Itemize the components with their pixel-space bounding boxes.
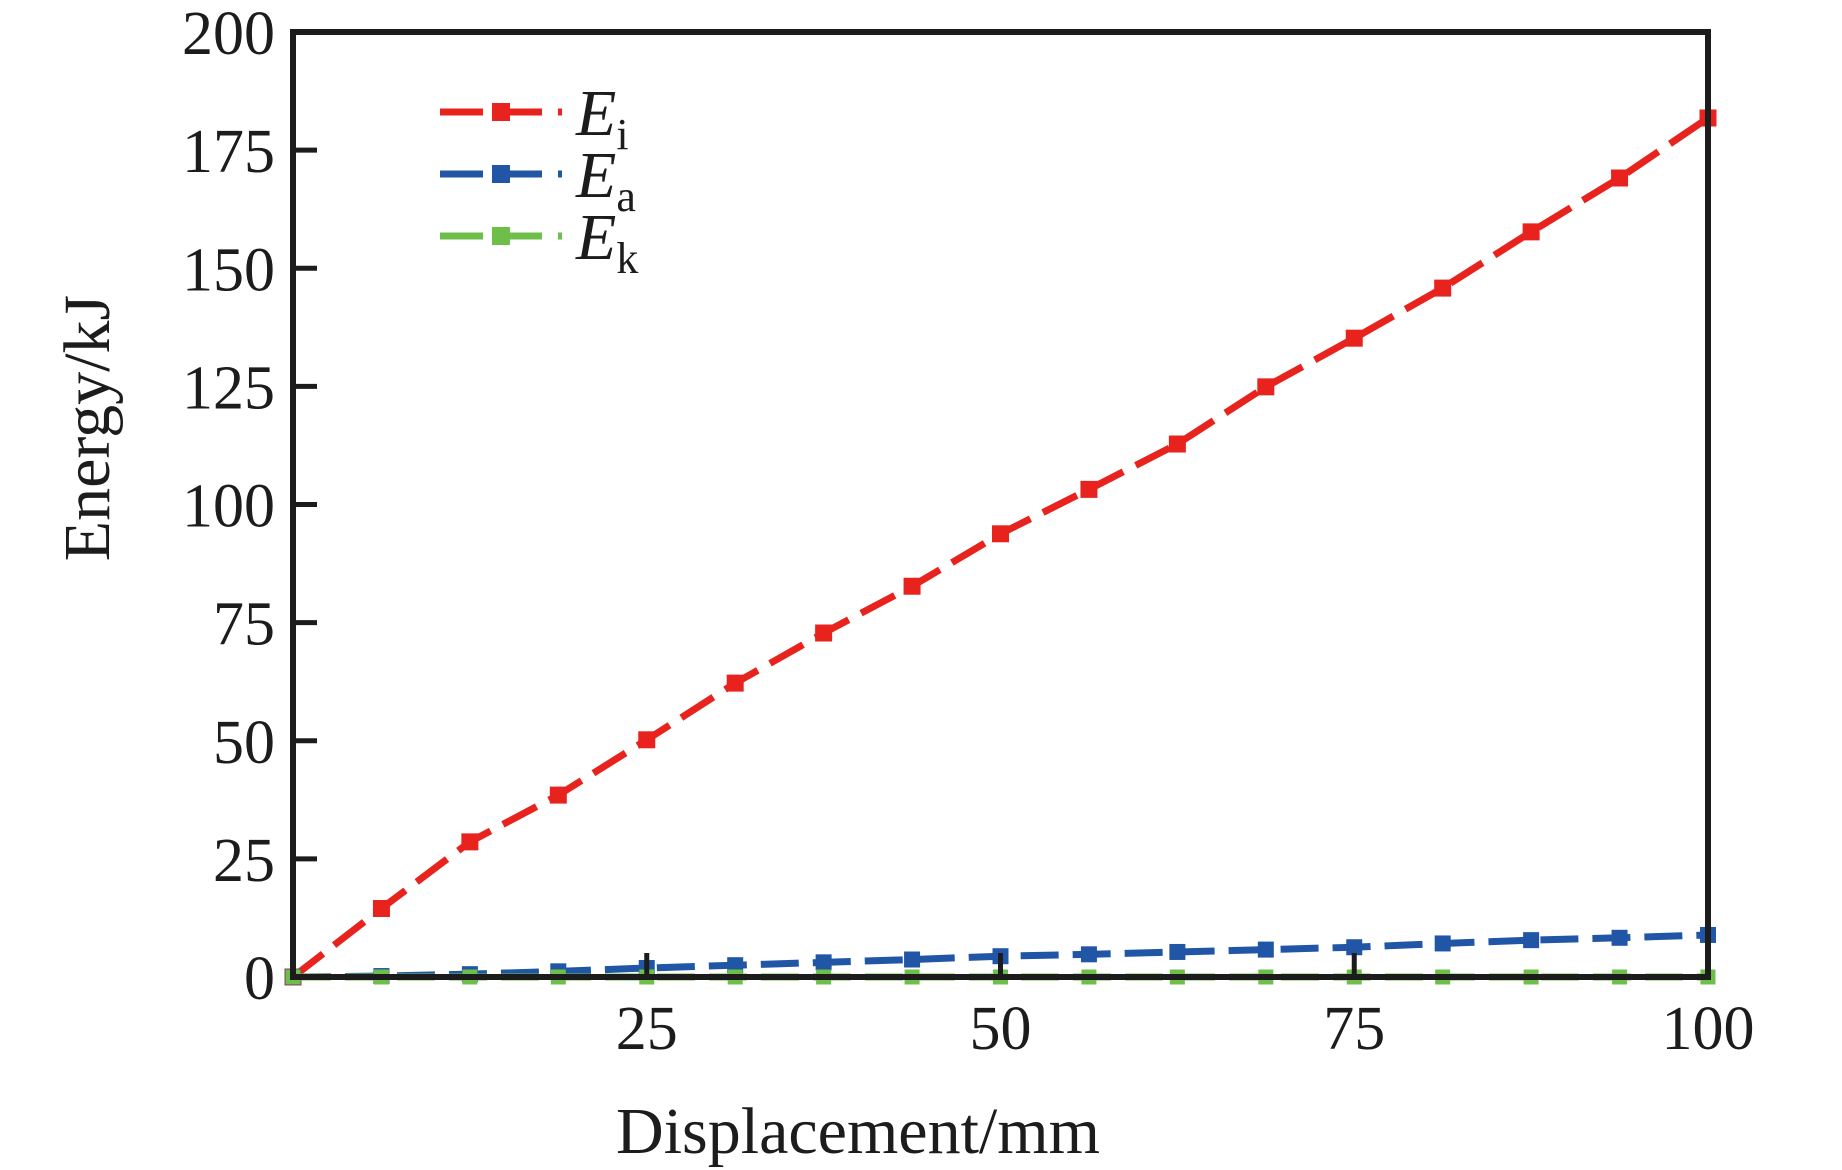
marker-E-i bbox=[372, 899, 390, 917]
marker-E-a bbox=[1257, 941, 1274, 958]
marker-E-i bbox=[903, 577, 921, 595]
y-tick-label-75: 75 bbox=[213, 591, 275, 659]
series-markers-E-i bbox=[284, 109, 1717, 986]
marker-E-i bbox=[1434, 279, 1452, 297]
marker-E-i bbox=[1080, 480, 1098, 498]
legend-item-E-a: Ea bbox=[440, 139, 636, 221]
y-tick-label-25: 25 bbox=[213, 827, 275, 895]
marker-E-a bbox=[1169, 943, 1186, 960]
marker-E-a bbox=[1080, 946, 1097, 963]
series-E-i bbox=[284, 109, 1717, 986]
legend-label-E-a: Ea bbox=[575, 139, 636, 221]
marker-E-i bbox=[992, 525, 1009, 543]
y-tick-label-150: 150 bbox=[182, 236, 275, 304]
legend-marker-E-a bbox=[492, 165, 510, 183]
marker-E-a bbox=[1523, 932, 1540, 949]
marker-E-i bbox=[1257, 378, 1275, 396]
tick-labels: 0 25 50 75 100 125 150 175 200 25 50 75 100 bbox=[182, 0, 1755, 1063]
x-tick-label-75: 75 bbox=[1323, 995, 1385, 1063]
marker-E-a bbox=[1434, 935, 1451, 952]
marker-E-a bbox=[815, 954, 832, 971]
marker-E-i bbox=[461, 833, 479, 851]
x-tick-label-50: 50 bbox=[970, 995, 1032, 1063]
marker-E-i bbox=[815, 624, 833, 642]
x-tick-label-25: 25 bbox=[616, 995, 678, 1063]
marker-E-i bbox=[726, 674, 744, 692]
marker-E-i bbox=[1522, 223, 1540, 241]
y-tick-label-50: 50 bbox=[213, 709, 275, 777]
y-axis-label: Energy/kJ bbox=[51, 294, 124, 562]
marker-E-i bbox=[549, 786, 567, 804]
marker-E-a bbox=[727, 957, 744, 974]
x-tick-label-100: 100 bbox=[1662, 995, 1755, 1063]
plot-border bbox=[290, 29, 1711, 980]
series-line-E-i bbox=[290, 115, 1710, 980]
marker-E-i bbox=[1611, 169, 1629, 187]
marker-E-i bbox=[638, 731, 656, 749]
marker-E-a bbox=[904, 951, 921, 968]
y-tick-label-0: 0 bbox=[244, 945, 275, 1013]
y-tick-label-125: 125 bbox=[182, 354, 275, 422]
legend-label-E-k: Ek bbox=[575, 201, 638, 283]
y-tick-label-200: 200 bbox=[182, 0, 275, 68]
legend-marker-E-i bbox=[492, 103, 510, 121]
legend-item-E-k: Ek bbox=[440, 201, 638, 283]
marker-E-i bbox=[1168, 435, 1186, 453]
legend-marker-E-k bbox=[492, 227, 510, 245]
x-axis-label: Displacement/mm bbox=[616, 1095, 1100, 1168]
marker-E-a bbox=[1346, 939, 1363, 956]
legend-item-E-i: Ei bbox=[440, 77, 629, 159]
y-tick-label-100: 100 bbox=[182, 473, 275, 541]
y-tick-label-175: 175 bbox=[182, 118, 275, 186]
marker-E-a bbox=[1611, 929, 1628, 946]
legend-label-E-i: Ei bbox=[575, 77, 629, 159]
marker-E-i bbox=[1345, 329, 1363, 347]
